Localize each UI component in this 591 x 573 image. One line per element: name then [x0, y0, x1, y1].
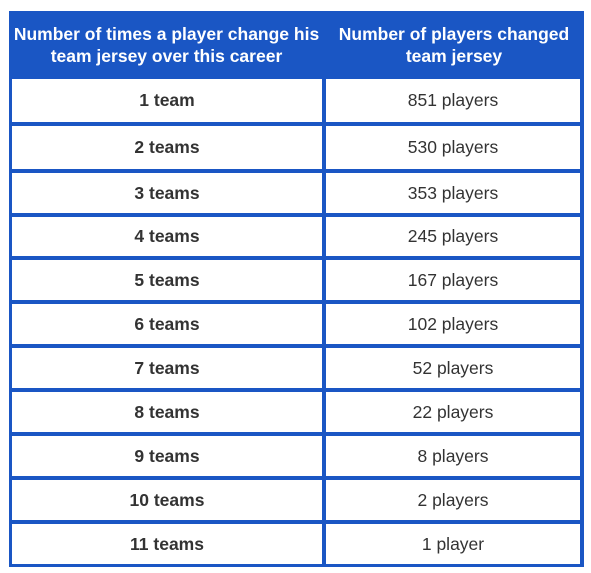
teams-cell: 6 teams	[12, 304, 322, 344]
table-row: 3 teams 353 players	[12, 173, 581, 213]
table-row: 8 teams 22 players	[12, 392, 581, 432]
teams-cell: 8 teams	[12, 392, 322, 432]
teams-cell: 3 teams	[12, 173, 322, 213]
teams-cell: 5 teams	[12, 260, 322, 300]
header-times-changed: Number of times a player change his team…	[13, 24, 320, 66]
table-header: Number of times a player change his team…	[9, 11, 584, 78]
players-cell: 353 players	[326, 173, 580, 213]
players-cell: 8 players	[326, 436, 580, 476]
players-cell: 22 players	[326, 392, 580, 432]
table-row: 4 teams 245 players	[12, 217, 581, 256]
table-row: 6 teams 102 players	[12, 304, 581, 344]
teams-cell: 1 team	[12, 79, 322, 122]
teams-cell: 4 teams	[12, 217, 322, 256]
teams-cell: 11 teams	[12, 524, 322, 564]
table-row: 9 teams 8 players	[12, 436, 581, 476]
players-cell: 102 players	[326, 304, 580, 344]
teams-cell: 9 teams	[12, 436, 322, 476]
players-cell: 245 players	[326, 217, 580, 256]
table-row: 11 teams 1 player	[12, 524, 581, 564]
table-row: 2 teams 530 players	[12, 126, 581, 169]
teams-cell: 7 teams	[12, 348, 322, 388]
players-cell: 167 players	[326, 260, 580, 300]
jersey-changes-table: Number of times a player change his team…	[9, 11, 584, 567]
players-cell: 851 players	[326, 79, 580, 122]
table-row: 5 teams 167 players	[12, 260, 581, 300]
table-row: 7 teams 52 players	[12, 348, 581, 388]
header-players-changed: Number of players changed team jersey	[338, 24, 570, 66]
players-cell: 530 players	[326, 126, 580, 169]
table-row: 10 teams 2 players	[12, 480, 581, 520]
players-cell: 52 players	[326, 348, 580, 388]
players-cell: 2 players	[326, 480, 580, 520]
teams-cell: 10 teams	[12, 480, 322, 520]
players-cell: 1 player	[326, 524, 580, 564]
table-row: 1 team 851 players	[12, 79, 581, 122]
teams-cell: 2 teams	[12, 126, 322, 169]
